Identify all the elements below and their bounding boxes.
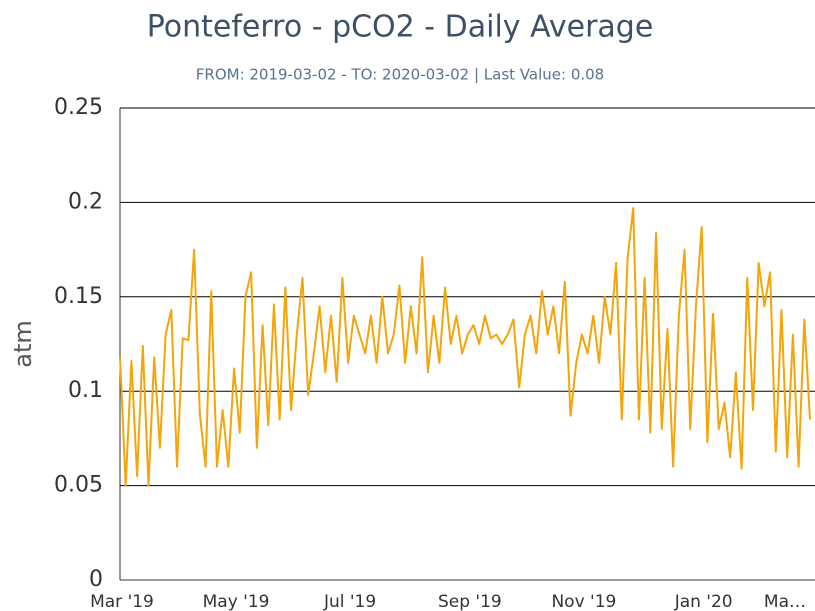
y-tick-label: 0 — [89, 567, 103, 592]
x-tick-label: May '19 — [203, 592, 270, 611]
chart-title: Ponteferro - pCO2 - Daily Average — [147, 10, 654, 45]
x-tick-label: Mar '19 — [90, 592, 154, 611]
x-tick-label: Ma… — [764, 592, 806, 611]
y-tick-label: 0.25 — [54, 95, 103, 120]
x-tick-label: Sep '19 — [438, 592, 502, 611]
y-tick-label: 0.05 — [54, 473, 103, 498]
chart-subtitle: FROM: 2019-03-02 - TO: 2020-03-02 | Last… — [196, 66, 604, 84]
data-line — [119, 207, 811, 487]
x-tick-label: Jan '20 — [674, 592, 733, 611]
y-tick-label: 0.15 — [54, 284, 103, 309]
x-tick-label: Nov '19 — [551, 592, 616, 611]
x-tick-label: Jul '19 — [323, 592, 376, 611]
y-tick-label: 0.2 — [68, 189, 103, 214]
y-tick-label: 0.1 — [68, 378, 103, 403]
y-axis-label: atm — [9, 320, 37, 368]
